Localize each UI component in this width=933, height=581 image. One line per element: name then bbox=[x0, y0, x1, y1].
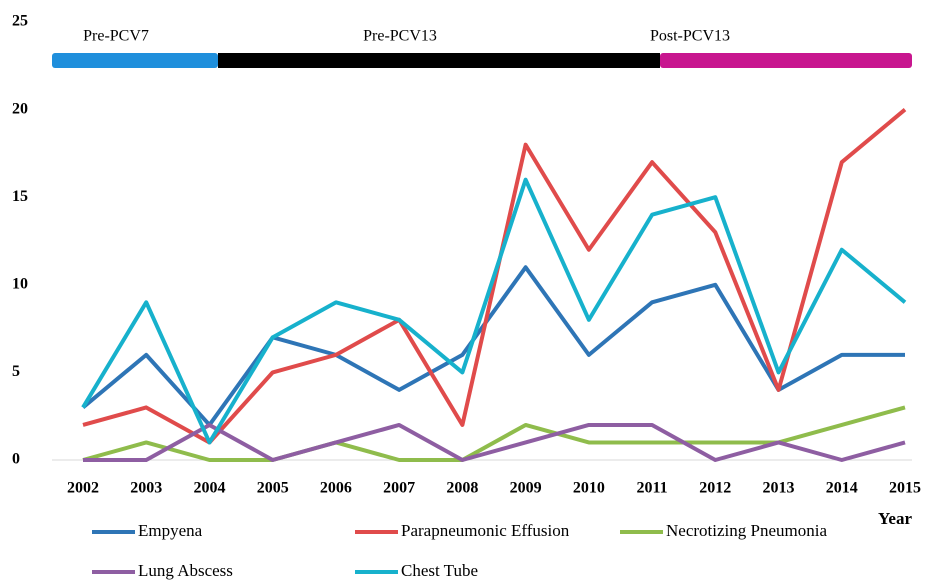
x-tick-label: 2006 bbox=[320, 480, 352, 497]
series-line bbox=[81, 177, 907, 445]
x-tick-label: 2002 bbox=[67, 480, 99, 497]
series-line bbox=[82, 405, 906, 462]
period-label: Post-PCV13 bbox=[650, 28, 730, 45]
x-tick-label: 2012 bbox=[699, 480, 731, 497]
x-tick-label: 2004 bbox=[193, 480, 225, 497]
x-tick-label: 2005 bbox=[257, 480, 289, 497]
legend-label: Necrotizing Pneumonia bbox=[666, 521, 827, 540]
x-axis-label: Year bbox=[878, 509, 912, 528]
period-bar bbox=[660, 53, 912, 68]
y-tick-label: 5 bbox=[12, 363, 20, 380]
x-tick-label: 2013 bbox=[763, 480, 795, 497]
legend-label: Parapneumonic Effusion bbox=[401, 521, 570, 540]
y-tick-label: 15 bbox=[12, 188, 28, 205]
period-bar bbox=[218, 53, 660, 68]
y-tick-label: 0 bbox=[12, 451, 20, 468]
x-tick-label: 2011 bbox=[637, 480, 668, 497]
legend-label: Empyena bbox=[138, 521, 203, 540]
x-tick-label: 2010 bbox=[573, 480, 605, 497]
x-tick-label: 2009 bbox=[510, 480, 542, 497]
period-bar bbox=[52, 53, 218, 68]
x-tick-label: 2003 bbox=[130, 480, 162, 497]
y-tick-label: 10 bbox=[12, 275, 28, 292]
period-label: Pre-PCV13 bbox=[363, 28, 437, 45]
legend-label: Lung Abscess bbox=[138, 561, 233, 580]
x-tick-label: 2008 bbox=[446, 480, 478, 497]
period-label: Pre-PCV7 bbox=[83, 28, 149, 45]
y-tick-label: 25 bbox=[12, 13, 28, 30]
x-tick-label: 2007 bbox=[383, 480, 415, 497]
x-tick-label: 2014 bbox=[826, 480, 858, 497]
y-tick-label: 20 bbox=[12, 100, 28, 117]
x-tick-label: 2015 bbox=[889, 480, 921, 497]
series-line bbox=[83, 422, 906, 462]
legend-label: Chest Tube bbox=[401, 561, 478, 580]
series-line bbox=[81, 265, 905, 427]
